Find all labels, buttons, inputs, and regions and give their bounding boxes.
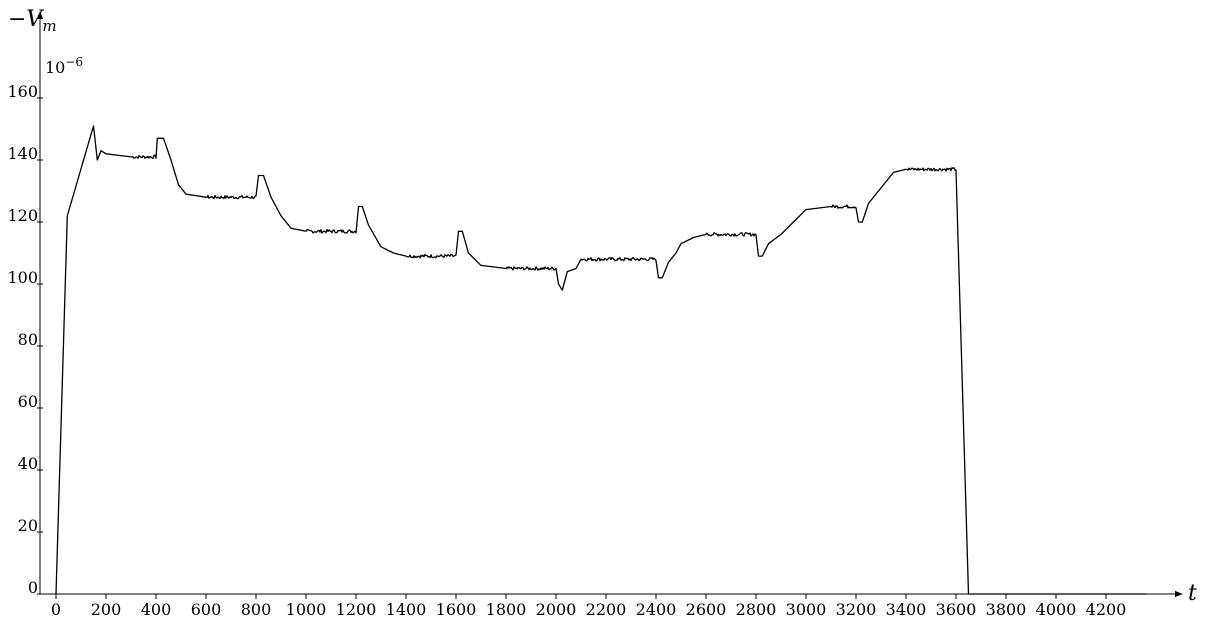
x-tick-label-0: 0: [51, 600, 61, 619]
y-tick-label-80: 80: [18, 330, 38, 349]
x-tick-label-3800: 3800: [986, 600, 1027, 619]
x-tick-label-2600: 2600: [686, 600, 727, 619]
y-axis-title: −Vm: [8, 7, 57, 35]
x-tick-label-2400: 2400: [636, 600, 677, 619]
x-tick-label-1000: 1000: [286, 600, 327, 619]
x-tick-label-200: 200: [91, 600, 122, 619]
y-scale-factor: 10−6: [45, 55, 83, 77]
x-tick-label-4200: 4200: [1086, 600, 1127, 619]
x-tick-label-3200: 3200: [836, 600, 877, 619]
y-scale-exponent: −6: [65, 55, 83, 69]
x-tick-label-4000: 4000: [1036, 600, 1077, 619]
y-axis-title-sub: m: [42, 17, 56, 35]
y-tick-label-160: 160: [7, 82, 38, 101]
y-axis-title-main: −V: [8, 7, 44, 32]
y-tick-label-100: 100: [7, 268, 38, 287]
x-tick-label-2200: 2200: [586, 600, 627, 619]
x-tick-label-1800: 1800: [486, 600, 527, 619]
x-tick-label-3000: 3000: [786, 600, 827, 619]
x-tick-label-600: 600: [191, 600, 222, 619]
series-line: [55, 125, 1146, 595]
y-scale-base: 10: [45, 58, 65, 77]
y-tick-label-40: 40: [18, 454, 38, 473]
x-tick-label-400: 400: [141, 600, 172, 619]
x-tick-label-2000: 2000: [536, 600, 577, 619]
y-tick-label-60: 60: [18, 392, 38, 411]
x-tick-label-1400: 1400: [386, 600, 427, 619]
x-tick-label-1600: 1600: [436, 600, 477, 619]
y-ticks: 0 20 40 60 80 100 120 140 160: [7, 82, 43, 597]
x-tick-label-1200: 1200: [336, 600, 377, 619]
y-tick-label-120: 120: [7, 206, 38, 225]
x-tick-label-800: 800: [241, 600, 272, 619]
x-tick-label-2800: 2800: [736, 600, 777, 619]
y-tick-label-140: 140: [7, 144, 38, 163]
x-tick-label-3400: 3400: [886, 600, 927, 619]
x-axis-title: t: [1188, 581, 1197, 606]
y-tick-label-0: 0: [28, 578, 38, 597]
x-ticks: 0 200 400 600 800 1000 1200 1400 1600 1800 2000 220…: [51, 594, 1126, 619]
y-tick-label-20: 20: [18, 516, 38, 535]
x-tick-label-3600: 3600: [936, 600, 977, 619]
